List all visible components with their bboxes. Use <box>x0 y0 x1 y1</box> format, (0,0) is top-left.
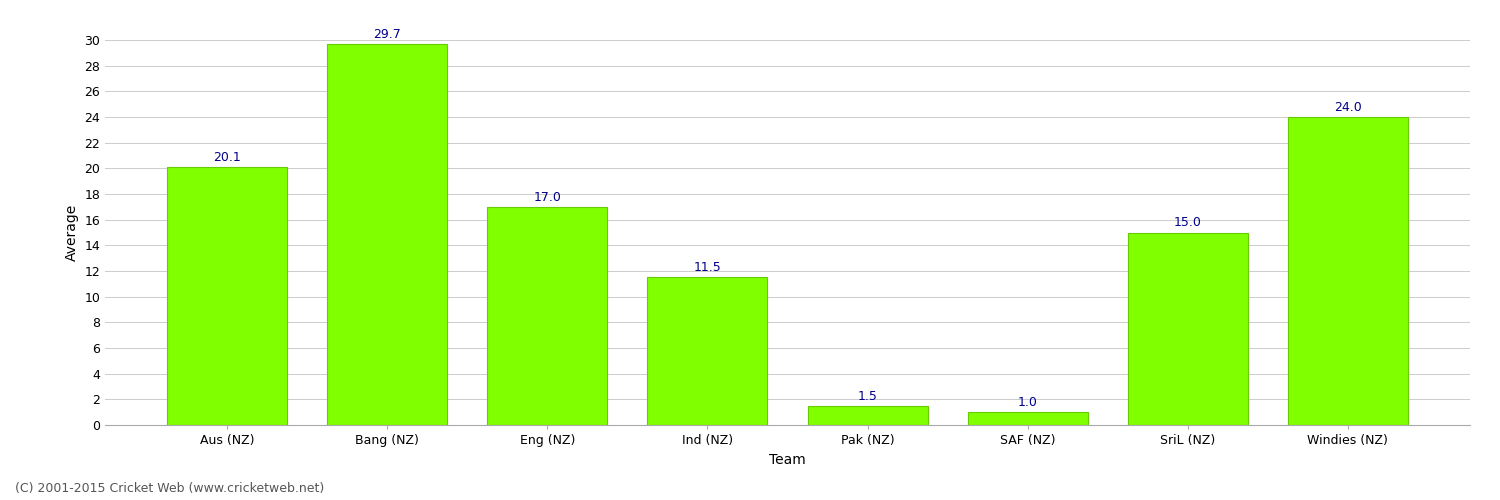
Text: 17.0: 17.0 <box>534 190 561 203</box>
Bar <box>648 278 768 425</box>
Text: 20.1: 20.1 <box>213 151 242 164</box>
Text: 29.7: 29.7 <box>374 28 400 40</box>
Y-axis label: Average: Average <box>64 204 78 261</box>
Bar <box>1128 232 1248 425</box>
Text: (C) 2001-2015 Cricket Web (www.cricketweb.net): (C) 2001-2015 Cricket Web (www.cricketwe… <box>15 482 324 495</box>
Text: 1.0: 1.0 <box>1017 396 1038 409</box>
Bar <box>1288 117 1408 425</box>
Bar <box>968 412 1088 425</box>
Text: 15.0: 15.0 <box>1174 216 1202 230</box>
Bar <box>807 406 927 425</box>
X-axis label: Team: Team <box>770 452 806 466</box>
Bar <box>327 44 447 425</box>
Bar <box>166 167 286 425</box>
Text: 24.0: 24.0 <box>1334 101 1362 114</box>
Text: 11.5: 11.5 <box>693 261 722 274</box>
Text: 1.5: 1.5 <box>858 390 877 402</box>
Bar <box>488 207 608 425</box>
